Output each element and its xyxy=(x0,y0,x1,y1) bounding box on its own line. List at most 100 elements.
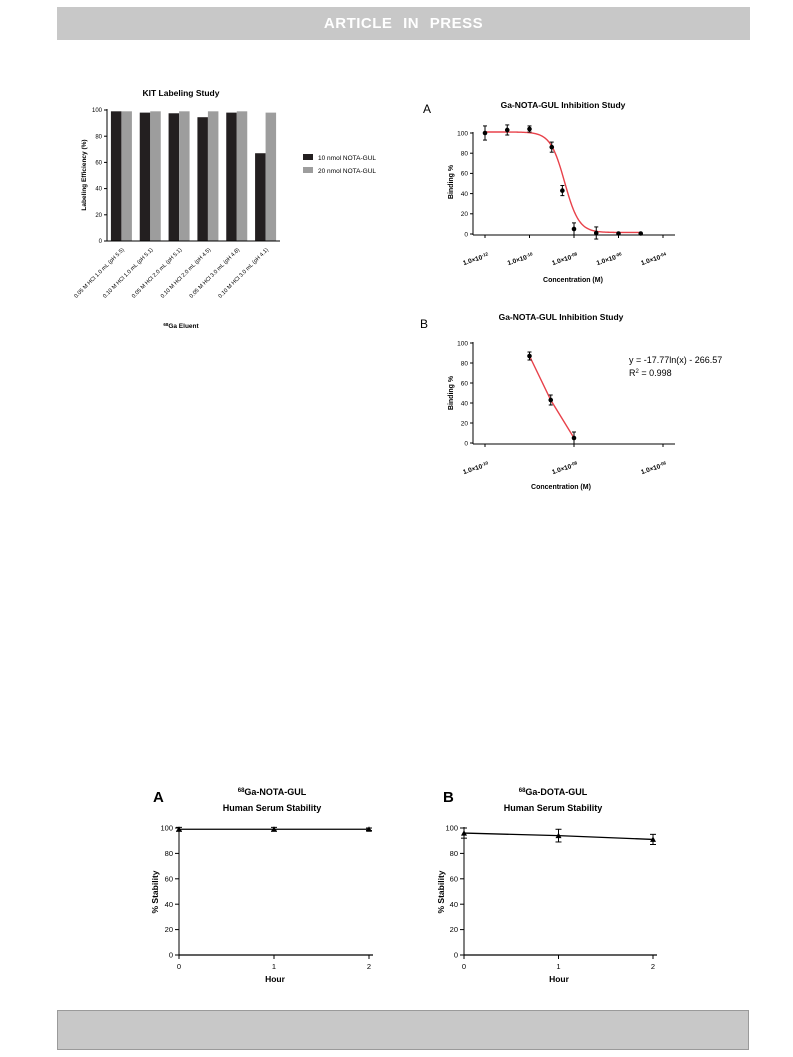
x-tick-label-base: 1.0×10 xyxy=(596,254,618,267)
x-axis-label-text: Ga Eluent xyxy=(168,323,199,330)
data-point xyxy=(482,130,488,136)
stability-chart-b: B 68Ga-DOTA-GUL Human Serum Stability % … xyxy=(436,787,657,984)
x-tick-label-base: 1.0×10 xyxy=(462,254,484,267)
y-tick-label: 20 xyxy=(95,213,102,219)
x-tick-label-base: 1.0×10 xyxy=(462,463,484,476)
x-tick-label: 1.0×10-06 xyxy=(640,460,668,476)
bar-10nmol xyxy=(226,112,237,241)
x-tick-label-base: 1.0×10 xyxy=(551,463,573,476)
bar-20nmol xyxy=(179,111,190,241)
y-tick-label: 60 xyxy=(450,874,458,883)
x-tick-label-exponent: -06 xyxy=(614,251,622,258)
r-squared-sup: 2 xyxy=(636,369,640,375)
r-squared: R2 = 0.998 xyxy=(629,368,672,378)
x-axis-label-isotope: 68 xyxy=(163,322,169,327)
x-tick-label: 1.0×10-12 xyxy=(462,251,490,267)
y-tick-label: 100 xyxy=(457,340,468,347)
x-tick-label-exponent: -04 xyxy=(659,251,667,258)
data-point xyxy=(366,826,372,832)
y-tick-label: 20 xyxy=(165,925,173,934)
legend-swatch-10nmol xyxy=(303,154,313,160)
data-point xyxy=(176,826,182,832)
legend-label-10nmol: 10 nmol NOTA-GUL xyxy=(318,155,376,162)
fit-line xyxy=(528,355,575,439)
chart-title: KIT Labeling Study xyxy=(143,88,220,98)
x-axis-label: Concentration (M) xyxy=(531,484,591,491)
x-tick-label: 2 xyxy=(651,962,655,971)
y-tick-label: 0 xyxy=(464,440,468,447)
x-tick-label-exponent: -10 xyxy=(525,251,533,258)
y-tick-label: 100 xyxy=(92,108,103,114)
bar-20nmol xyxy=(265,112,277,241)
y-tick-label: 40 xyxy=(461,400,469,407)
legend-label-20nmol: 20 nmol NOTA-GUL xyxy=(318,168,376,175)
fit-curve xyxy=(485,131,641,234)
data-point xyxy=(571,226,577,232)
x-tick-label-base: 1.0×10 xyxy=(507,254,529,267)
y-tick-label: 100 xyxy=(445,824,458,833)
x-tick-label: 0.10 M HCl 1.0 mL (pH 5.1) xyxy=(102,247,155,300)
bar-20nmol xyxy=(121,111,132,241)
bar-10nmol xyxy=(139,112,151,241)
x-tick-label-exponent: -10 xyxy=(481,460,489,467)
panel-label: A xyxy=(153,789,164,806)
y-tick-label: 0 xyxy=(454,951,458,960)
r-squared-symbol: R xyxy=(629,368,636,378)
x-tick-label-exponent: -12 xyxy=(481,251,489,258)
x-axis-label: Hour xyxy=(265,974,286,984)
y-tick-label: 0 xyxy=(464,231,468,238)
y-axis-label: Binding % xyxy=(448,164,455,199)
y-tick-label: 80 xyxy=(95,134,102,140)
y-tick-label: 40 xyxy=(461,191,469,198)
x-tick-label: 1.0×10-06 xyxy=(595,251,623,267)
y-tick-label: 100 xyxy=(457,130,468,137)
footer-bar xyxy=(57,1010,749,1050)
data-point xyxy=(560,188,565,193)
data-point xyxy=(571,435,577,441)
plot-area: 0 20 40 60 80 100 0 1 2 xyxy=(160,824,373,971)
plot-area: 0 20 40 60 80 100 0 1 2 xyxy=(445,824,657,971)
x-tick-label: 1 xyxy=(272,962,276,971)
x-tick-label: 1 xyxy=(556,962,560,971)
legend-swatch-20nmol xyxy=(303,167,313,173)
chart-title-line2: Human Serum Stability xyxy=(223,803,322,813)
x-tick-label: 0.05 M HCl 2.0 mL (pH 5.1) xyxy=(131,247,184,300)
data-point xyxy=(638,231,644,236)
bar-10nmol xyxy=(110,111,122,241)
data-point xyxy=(555,832,562,839)
panel-label: B xyxy=(420,317,428,331)
chart-title: Ga-NOTA-GUL Inhibition Study xyxy=(501,100,626,110)
y-tick-label: 0 xyxy=(169,951,173,960)
data-point xyxy=(527,126,532,132)
x-tick-label-base: 1.0×10 xyxy=(640,254,662,267)
y-tick-label: 0 xyxy=(99,239,103,245)
title-compound: Ga-DOTA-GUL xyxy=(525,787,587,797)
x-axis-label: Hour xyxy=(549,974,570,984)
y-tick-label: 60 xyxy=(95,161,102,167)
chart-title-line2: Human Serum Stability xyxy=(504,803,603,813)
bar-20nmol xyxy=(207,111,219,241)
data-point xyxy=(271,826,277,832)
banner-text: ARTICLE IN PRESS xyxy=(323,15,484,32)
bar-10nmol xyxy=(168,113,180,241)
data-point xyxy=(548,397,554,403)
x-tick-label-exponent: -08 xyxy=(570,251,578,258)
kit-labeling-chart: KIT Labeling Study Labeling Efficiency (… xyxy=(73,88,376,330)
y-tick-label: 80 xyxy=(165,849,173,858)
y-tick-label: 60 xyxy=(461,380,469,387)
bar-20nmol xyxy=(236,111,248,241)
x-tick-label: 0.05 M HCl 1.0 mL (pH 5.5) xyxy=(73,247,126,300)
chart-title: Ga-NOTA-GUL Inhibition Study xyxy=(499,312,624,322)
x-tick-label: 1.0×10-08 xyxy=(551,460,579,476)
y-tick-label: 80 xyxy=(461,150,469,157)
inhibition-chart-b: B Ga-NOTA-GUL Inhibition Study Binding %… xyxy=(420,312,722,491)
article-in-press-banner: ARTICLE IN PRESS xyxy=(57,7,750,40)
data-point xyxy=(616,231,621,236)
title-compound: Ga-NOTA-GUL xyxy=(244,787,306,797)
y-tick-label: 80 xyxy=(461,360,469,367)
r-squared-value: = 0.998 xyxy=(639,368,672,378)
x-tick-label: 0.05 M HCl 3.0 mL (pH 4.8) xyxy=(189,247,242,300)
plot-area: 0204060801001.0×10-121.0×10-101.0×10-081… xyxy=(457,124,675,267)
x-axis-label: Concentration (M) xyxy=(543,277,603,284)
panel-label: B xyxy=(443,789,454,806)
